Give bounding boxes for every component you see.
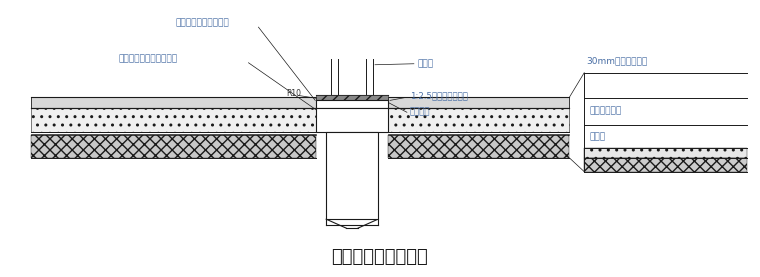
Text: 丁基橡胶垫材: 丁基橡胶垫材: [589, 107, 622, 116]
Bar: [388, 108, 569, 132]
Text: 桩顶防水做法示意图: 桩顶防水做法示意图: [331, 248, 429, 266]
Text: 复合防水泥砂浆保护层: 复合防水泥砂浆保护层: [176, 19, 230, 28]
Bar: [31, 135, 316, 158]
Bar: [388, 98, 569, 108]
Text: R10: R10: [287, 89, 302, 98]
Bar: [31, 98, 316, 108]
Bar: [584, 158, 746, 172]
Bar: [31, 108, 316, 132]
Bar: [388, 135, 569, 158]
Bar: [326, 132, 378, 219]
Text: 地基层: 地基层: [589, 132, 606, 142]
Text: 水泥基渗透结晶防水涂料: 水泥基渗透结晶防水涂料: [119, 54, 178, 63]
Bar: [316, 96, 388, 100]
Bar: [316, 108, 388, 132]
Bar: [584, 148, 746, 158]
Text: 桩顶标高: 桩顶标高: [410, 108, 430, 117]
Bar: [316, 100, 388, 108]
Text: 桩钢筋: 桩钢筋: [418, 59, 434, 68]
Text: 1:2.5水泥砂浆保护层: 1:2.5水泥砂浆保护层: [410, 91, 467, 100]
Text: 30mm细石砼保护层: 30mm细石砼保护层: [586, 56, 648, 65]
